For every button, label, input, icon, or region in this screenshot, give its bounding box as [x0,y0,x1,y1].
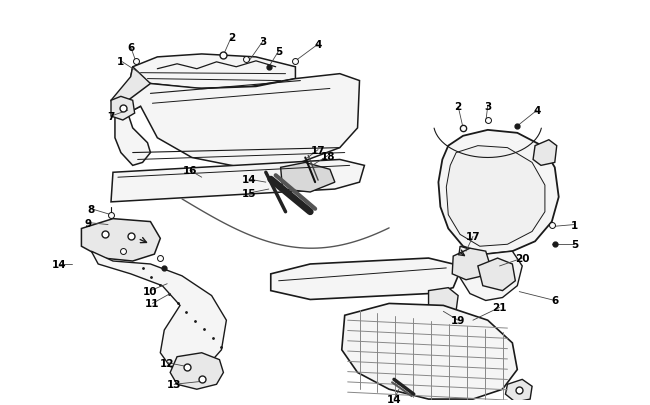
Text: 5: 5 [571,240,578,249]
Polygon shape [81,219,161,261]
Text: 2: 2 [227,33,235,43]
Polygon shape [131,55,295,89]
Text: 14: 14 [387,394,401,404]
Polygon shape [438,130,559,254]
Text: 1: 1 [571,220,578,230]
Polygon shape [281,163,335,192]
Text: 4: 4 [315,40,322,50]
Polygon shape [447,146,545,247]
Text: 17: 17 [311,145,326,155]
Polygon shape [111,68,150,114]
Polygon shape [115,75,359,168]
Polygon shape [458,247,522,301]
Polygon shape [506,379,532,402]
Polygon shape [170,353,224,389]
Polygon shape [478,258,515,291]
Text: 12: 12 [160,358,174,368]
Text: 9: 9 [84,218,92,228]
Text: 2: 2 [454,102,462,112]
Text: 17: 17 [465,232,480,242]
Text: 14: 14 [51,259,66,269]
Polygon shape [91,252,226,373]
Polygon shape [533,141,557,166]
Text: 1: 1 [117,57,125,67]
Text: 3: 3 [259,37,266,47]
Text: 14: 14 [242,175,256,185]
Text: 11: 11 [145,299,160,309]
Polygon shape [342,304,517,399]
Text: 20: 20 [515,254,530,263]
Polygon shape [111,160,365,202]
Text: 5: 5 [275,47,282,57]
Text: 16: 16 [183,166,197,176]
Polygon shape [428,288,458,315]
Text: 7: 7 [107,112,114,122]
Text: 18: 18 [320,151,335,161]
Text: 15: 15 [242,188,256,198]
Text: 6: 6 [551,296,558,306]
Polygon shape [111,97,135,121]
Text: 13: 13 [167,379,181,389]
Text: 10: 10 [143,286,158,296]
Text: 19: 19 [451,315,465,325]
Text: 6: 6 [127,43,135,53]
Polygon shape [452,249,489,280]
Text: 8: 8 [88,204,95,214]
Text: 4: 4 [534,106,541,116]
Text: 21: 21 [492,303,507,313]
Polygon shape [271,258,458,300]
Text: 3: 3 [484,102,491,112]
